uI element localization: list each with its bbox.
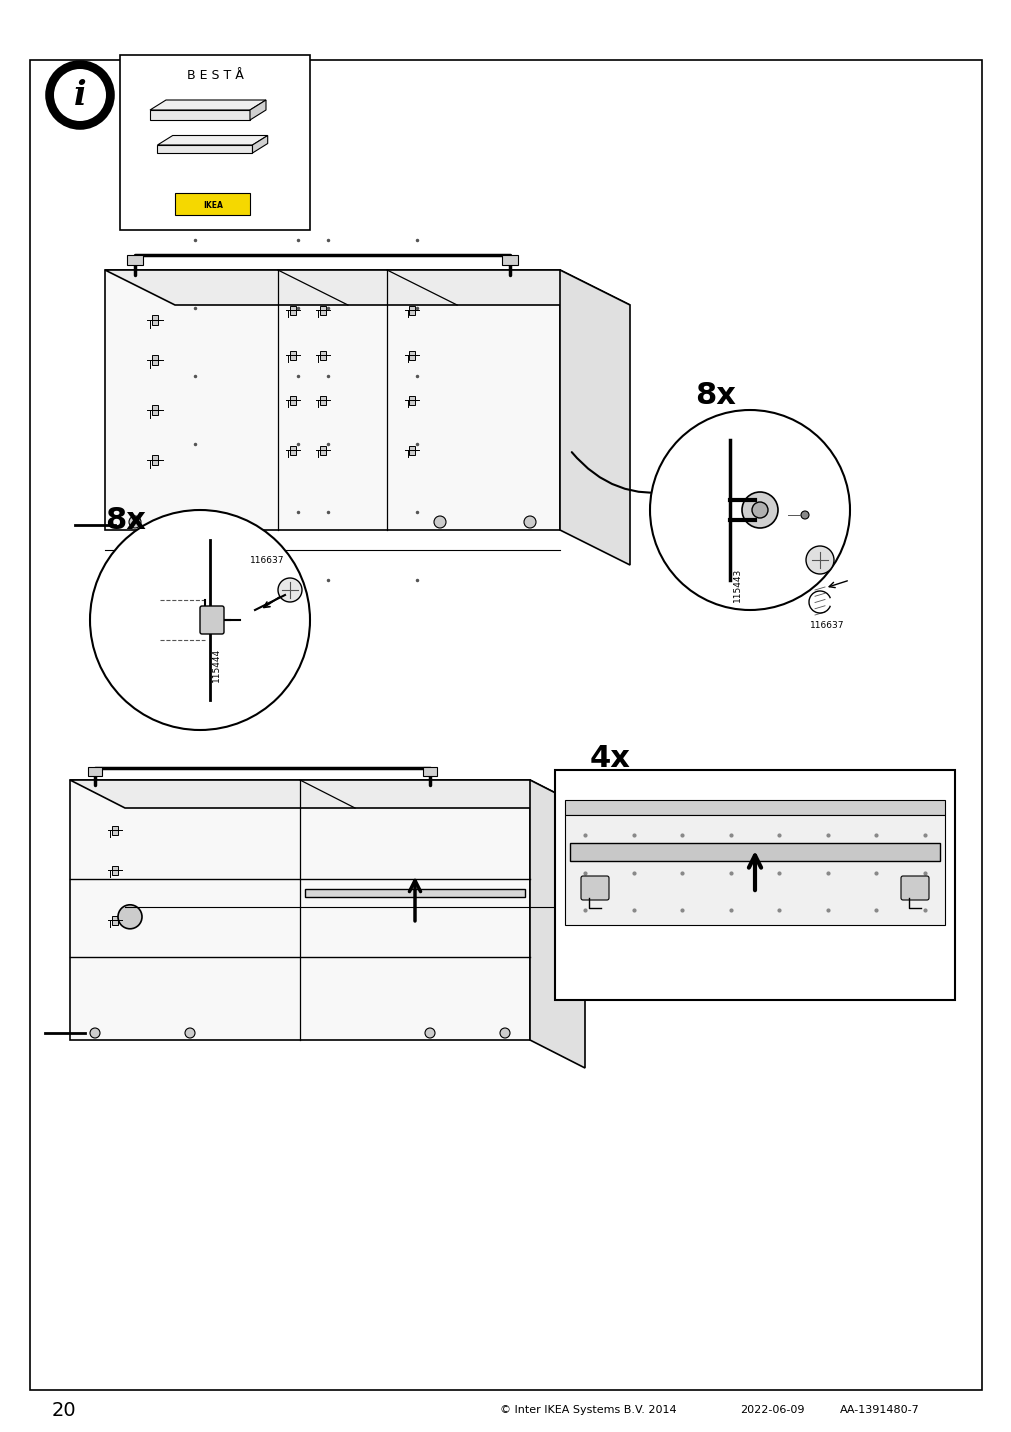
Bar	[569, 843, 939, 861]
Polygon shape	[530, 780, 584, 1068]
Bar	[409, 305, 415, 315]
FancyBboxPatch shape	[580, 876, 609, 899]
Circle shape	[54, 69, 106, 120]
Circle shape	[218, 516, 231, 528]
Bar	[409, 395, 415, 404]
Circle shape	[128, 516, 141, 528]
Circle shape	[434, 516, 446, 528]
Bar	[112, 825, 117, 835]
Bar	[501, 255, 518, 265]
FancyBboxPatch shape	[200, 606, 223, 634]
Bar	[175, 193, 250, 215]
Text: 116637: 116637	[250, 556, 284, 564]
Circle shape	[801, 511, 808, 518]
Text: B E S T Å: B E S T Å	[186, 69, 244, 82]
Polygon shape	[70, 780, 530, 1040]
Circle shape	[90, 1028, 100, 1038]
Text: i: i	[74, 79, 86, 112]
Bar	[290, 305, 295, 315]
Polygon shape	[559, 271, 630, 566]
Bar	[112, 865, 117, 875]
Polygon shape	[158, 136, 268, 145]
Polygon shape	[150, 100, 266, 110]
Circle shape	[278, 579, 301, 601]
Bar	[120, 54, 309, 231]
Polygon shape	[250, 100, 266, 120]
Text: 2022-06-09: 2022-06-09	[739, 1405, 804, 1415]
Bar	[319, 351, 326, 359]
Bar	[152, 455, 158, 465]
Text: 115443: 115443	[732, 569, 741, 601]
Bar	[152, 355, 158, 365]
Circle shape	[741, 493, 777, 528]
Circle shape	[118, 905, 142, 929]
Circle shape	[90, 510, 309, 730]
Text: 115444: 115444	[211, 647, 220, 682]
Bar	[126, 255, 143, 265]
Circle shape	[48, 63, 112, 127]
Text: 4x: 4x	[589, 743, 630, 772]
Polygon shape	[105, 271, 559, 530]
Polygon shape	[304, 889, 525, 896]
Text: AA-1391480-7: AA-1391480-7	[839, 1405, 919, 1415]
Text: 8x: 8x	[695, 381, 735, 410]
Bar	[409, 445, 415, 454]
Bar	[564, 815, 944, 925]
Bar	[112, 915, 117, 925]
Circle shape	[751, 503, 767, 518]
Bar	[319, 395, 326, 404]
Bar	[152, 315, 158, 325]
Bar	[88, 768, 102, 776]
Text: 8x: 8x	[105, 505, 146, 534]
Text: IKEA: IKEA	[203, 200, 222, 209]
Bar	[409, 351, 415, 359]
Circle shape	[499, 1028, 510, 1038]
Text: 20: 20	[52, 1400, 77, 1419]
Text: © Inter IKEA Systems B.V. 2014: © Inter IKEA Systems B.V. 2014	[499, 1405, 676, 1415]
Polygon shape	[150, 110, 250, 120]
Bar	[319, 445, 326, 454]
Polygon shape	[158, 145, 253, 153]
Text: 116637: 116637	[809, 620, 843, 630]
Circle shape	[185, 1028, 195, 1038]
Bar	[319, 305, 326, 315]
Bar	[152, 405, 158, 415]
Bar	[290, 395, 295, 404]
FancyBboxPatch shape	[900, 876, 928, 899]
Circle shape	[805, 546, 833, 574]
Bar	[554, 770, 954, 1000]
Polygon shape	[253, 136, 268, 153]
Bar	[290, 351, 295, 359]
Bar	[290, 445, 295, 454]
Bar	[564, 800, 944, 815]
Bar	[423, 768, 437, 776]
Polygon shape	[70, 780, 584, 808]
Polygon shape	[105, 271, 630, 305]
Circle shape	[524, 516, 536, 528]
Circle shape	[425, 1028, 435, 1038]
Circle shape	[649, 410, 849, 610]
